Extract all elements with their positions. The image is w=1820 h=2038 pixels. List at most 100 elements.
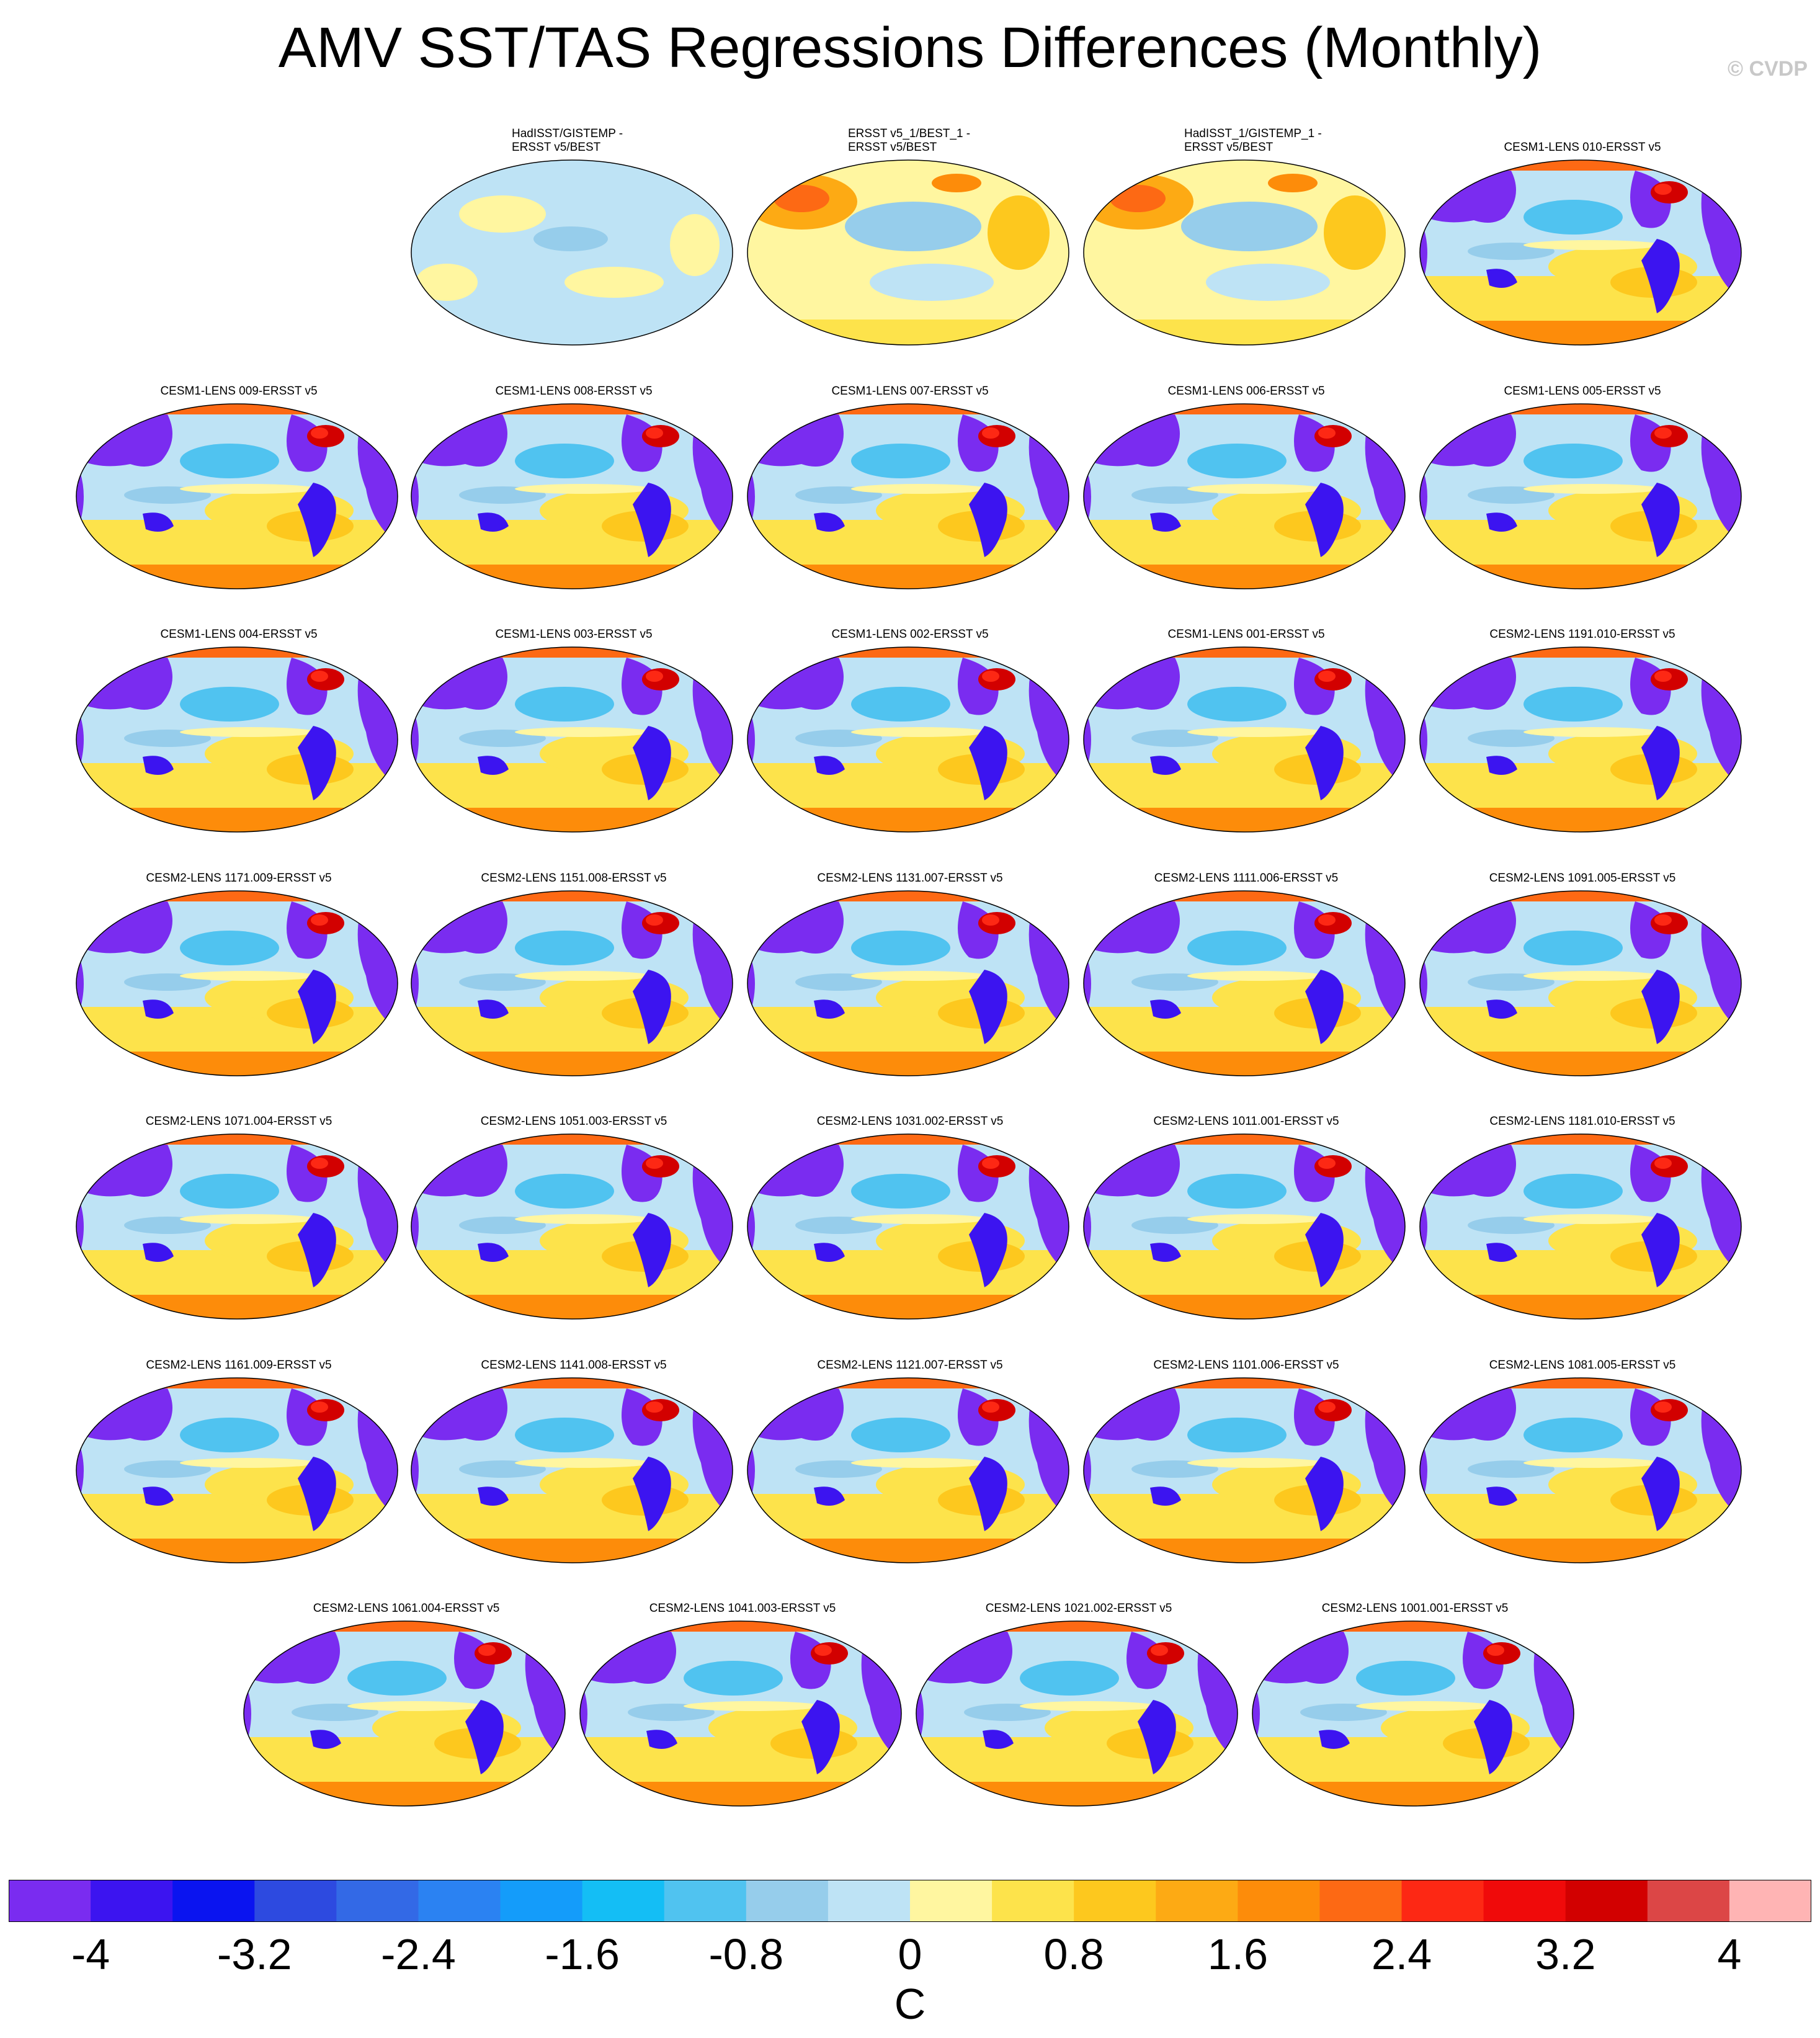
colorbar-box <box>500 1880 583 1922</box>
panel-title: CESM2-LENS 1071.004-ERSST v5 <box>145 1115 332 1128</box>
global-map <box>243 1620 566 1807</box>
global-map <box>411 646 733 833</box>
colorbar-box <box>1401 1880 1484 1922</box>
panel-title: CESM2-LENS 1101.006-ERSST v5 <box>1153 1359 1339 1372</box>
map-panel: CESM1-LENS 006-ERSST v5 <box>1082 371 1411 601</box>
panel-title: HadISST/GISTEMP - ERSST v5/BEST <box>512 127 623 154</box>
map-panel: CESM2-LENS 1011.001-ERSST v5 <box>1082 1101 1411 1331</box>
map-panel: CESM2-LENS 1081.005-ERSST v5 <box>1418 1345 1747 1575</box>
colorbar-box <box>172 1880 255 1922</box>
global-map <box>411 403 733 589</box>
map-panel: CESM1-LENS 007-ERSST v5 <box>746 371 1074 601</box>
panel-title: CESM2-LENS 1031.002-ERSST v5 <box>816 1115 1004 1128</box>
map-panel: CESM1-LENS 001-ERSST v5 <box>1082 614 1411 844</box>
panel-title: CESM2-LENS 1121.007-ERSST v5 <box>817 1359 1003 1372</box>
panel-title: CESM1-LENS 001-ERSST v5 <box>1167 628 1325 641</box>
global-map <box>76 890 398 1076</box>
colorbar-box <box>1156 1880 1238 1922</box>
panel-title: CESM1-LENS 003-ERSST v5 <box>495 628 653 641</box>
global-map <box>76 403 398 589</box>
panel-title: CESM1-LENS 009-ERSST v5 <box>160 385 318 398</box>
global-map <box>76 646 398 833</box>
global-map <box>411 159 733 346</box>
map-panel: CESM1-LENS 002-ERSST v5 <box>746 614 1074 844</box>
colorbar-tick-label: 0 <box>898 1930 922 1978</box>
panel-title: CESM2-LENS 1091.005-ERSST v5 <box>1489 872 1676 885</box>
map-panel: ERSST v5_1/BEST_1 - ERSST v5/BEST <box>746 127 1074 357</box>
colorbar-box <box>1565 1880 1648 1922</box>
panel-title: CESM1-LENS 005-ERSST v5 <box>1504 385 1661 398</box>
panel-title: CESM1-LENS 006-ERSST v5 <box>1167 385 1325 398</box>
colorbar-box <box>9 1880 91 1922</box>
global-map <box>747 159 1069 346</box>
panel-title: CESM2-LENS 1041.003-ERSST v5 <box>649 1602 836 1615</box>
map-panel: CESM1-LENS 005-ERSST v5 <box>1418 371 1747 601</box>
global-map <box>747 1377 1069 1563</box>
colorbar-tick-label: -4 <box>71 1930 110 1978</box>
copyright-label: © CVDP <box>1728 57 1808 81</box>
map-panel: CESM2-LENS 1021.002-ERSST v5 <box>914 1588 1243 1818</box>
colorbar-box <box>664 1880 747 1922</box>
colorbar-tick-label: 3.2 <box>1535 1930 1596 1978</box>
global-map <box>1083 1133 1406 1320</box>
panel-title: CESM1-LENS 007-ERSST v5 <box>831 385 989 398</box>
map-panel: CESM1-LENS 010-ERSST v5 <box>1418 127 1747 357</box>
panel-title: CESM1-LENS 008-ERSST v5 <box>495 385 653 398</box>
colorbar-tick-label: -3.2 <box>216 1930 292 1978</box>
panel-title: ERSST v5_1/BEST_1 - ERSST v5/BEST <box>848 127 971 154</box>
colorbar-box <box>910 1880 993 1922</box>
colorbar-tick-label: -1.6 <box>545 1930 620 1978</box>
colorbar-box <box>1074 1880 1156 1922</box>
panel-title: HadISST_1/GISTEMP_1 - ERSST v5/BEST <box>1184 127 1322 154</box>
colorbar-box <box>1319 1880 1403 1922</box>
map-panel: CESM2-LENS 1111.006-ERSST v5 <box>1082 858 1411 1088</box>
map-panel: CESM2-LENS 1061.004-ERSST v5 <box>242 1588 571 1818</box>
map-panel: CESM2-LENS 1091.005-ERSST v5 <box>1418 858 1747 1088</box>
panel-title: CESM2-LENS 1181.010-ERSST v5 <box>1489 1115 1675 1128</box>
global-map <box>411 1377 733 1563</box>
global-map <box>1252 1620 1574 1807</box>
map-panel: CESM1-LENS 003-ERSST v5 <box>409 614 738 844</box>
panel-title: CESM2-LENS 1141.008-ERSST v5 <box>481 1359 667 1372</box>
global-map <box>747 646 1069 833</box>
map-panel: CESM2-LENS 1141.008-ERSST v5 <box>409 1345 738 1575</box>
panel-title: CESM2-LENS 1051.003-ERSST v5 <box>480 1115 667 1128</box>
colorbar-box <box>827 1880 911 1922</box>
colorbar-tick-label: -0.8 <box>708 1930 784 1978</box>
map-panel: CESM2-LENS 1051.003-ERSST v5 <box>409 1101 738 1331</box>
panel-title: CESM2-LENS 1191.010-ERSST v5 <box>1489 628 1675 641</box>
global-map <box>1083 646 1406 833</box>
map-panel: CESM2-LENS 1161.009-ERSST v5 <box>74 1345 403 1575</box>
map-panel: CESM2-LENS 1131.007-ERSST v5 <box>746 858 1074 1088</box>
map-panel: CESM1-LENS 004-ERSST v5 <box>74 614 403 844</box>
panel-title: CESM2-LENS 1171.009-ERSST v5 <box>146 872 332 885</box>
map-panel: CESM2-LENS 1181.010-ERSST v5 <box>1418 1101 1747 1331</box>
colorbar-box <box>1483 1880 1566 1922</box>
global-map <box>76 1377 398 1563</box>
colorbar-box <box>336 1880 419 1922</box>
panel-title: CESM1-LENS 010-ERSST v5 <box>1504 141 1661 154</box>
colorbar-box <box>254 1880 337 1922</box>
global-map <box>747 890 1069 1076</box>
colorbar-box <box>582 1880 665 1922</box>
global-map <box>1083 1377 1406 1563</box>
global-map <box>1419 890 1742 1076</box>
colorbar-tick-label: 4 <box>1717 1930 1742 1978</box>
global-map <box>1419 403 1742 589</box>
colorbar-tick-label: 2.4 <box>1371 1930 1432 1978</box>
map-panel: CESM2-LENS 1151.008-ERSST v5 <box>409 858 738 1088</box>
colorbar-tick-label: -2.4 <box>381 1930 456 1978</box>
map-panel: CESM2-LENS 1171.009-ERSST v5 <box>74 858 403 1088</box>
colorbar-units: C <box>894 1980 926 2028</box>
panel-title: CESM2-LENS 1081.005-ERSST v5 <box>1489 1359 1676 1372</box>
map-panel: CESM2-LENS 1041.003-ERSST v5 <box>578 1588 907 1818</box>
colorbar <box>9 1880 1811 1922</box>
panel-title: CESM2-LENS 1131.007-ERSST v5 <box>817 872 1003 885</box>
global-map <box>916 1620 1238 1807</box>
global-map <box>1419 159 1742 346</box>
panel-title: CESM2-LENS 1151.008-ERSST v5 <box>481 872 667 885</box>
colorbar-box <box>418 1880 501 1922</box>
panel-title: CESM2-LENS 1021.002-ERSST v5 <box>985 1602 1172 1615</box>
colorbar-box <box>1238 1880 1320 1922</box>
map-panel: CESM1-LENS 008-ERSST v5 <box>409 371 738 601</box>
